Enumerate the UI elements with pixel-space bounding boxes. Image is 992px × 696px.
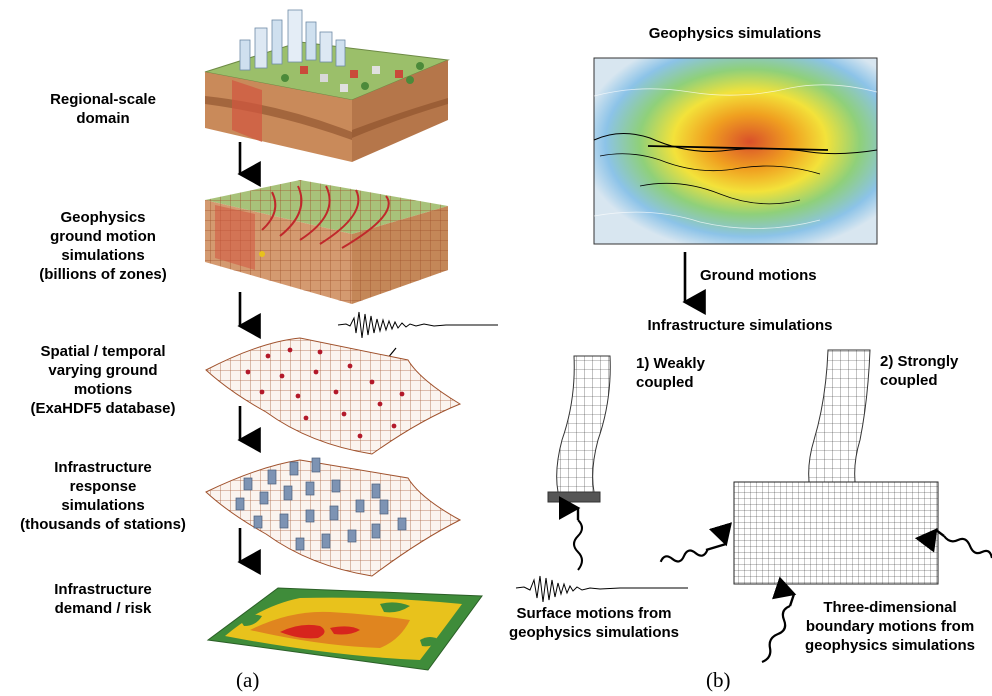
geophysics-mesh-block	[205, 180, 448, 304]
step-label-geophysics-simulations: Geophysics ground motion simulations (bi…	[39, 209, 167, 283]
strongly-coupled-model	[659, 349, 992, 664]
ground-motion-grid	[205, 337, 462, 455]
infrastructure-simulations-title: Infrastructure simulations	[647, 317, 833, 334]
step-label-ground-motions: Spatial / temporal varying ground motion…	[30, 343, 176, 417]
infrastructure-station-grid	[205, 457, 462, 577]
regional-domain-block	[204, 9, 450, 162]
step-label-regional-domain: Regional-scale domain	[50, 91, 156, 127]
ground-motions-label: Ground motions	[700, 267, 817, 284]
surface-motions-label: Surface motions from geophysics simulati…	[508, 605, 680, 641]
panel-a-caption: (a)	[236, 668, 260, 692]
risk-heat-map	[206, 587, 483, 671]
weakly-coupled-label: 1) Weakly coupled	[636, 355, 705, 391]
geophysics-simulations-title: Geophysics simulations	[648, 25, 822, 42]
step-label-demand-risk: Infrastructure demand / risk	[54, 581, 152, 617]
boundary-motions-label: Three-dimensional boundary motions from …	[804, 599, 976, 654]
geophysics-map	[593, 57, 878, 245]
step-label-infrastructure-response: Infrastructure response simulations (tho…	[20, 459, 186, 533]
weakly-coupled-model	[515, 355, 688, 603]
panel-b-caption: (b)	[706, 668, 731, 692]
strongly-coupled-label: 2) Strongly coupled	[880, 353, 959, 389]
